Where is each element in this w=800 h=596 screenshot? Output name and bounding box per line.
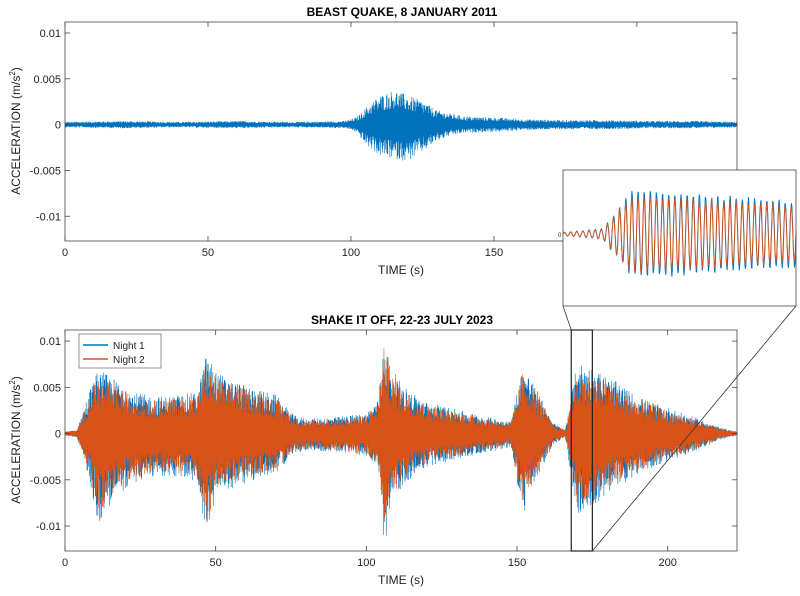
inset-zero-label: 0	[558, 233, 562, 239]
legend-label-night-1: Night 1	[113, 341, 145, 352]
bottom-chart-title: SHAKE IT OFF, 22-23 JULY 2023	[311, 313, 493, 327]
inset-night-2-line	[562, 197, 797, 274]
bottom-plot-frame	[64, 329, 738, 552]
top-y-tick-label: 0.005	[33, 74, 61, 86]
inset-signal-series	[562, 190, 797, 277]
bottom-signal-series	[64, 348, 738, 536]
bottom-x-tick-label: 0	[62, 557, 68, 569]
top-y-tick-label: 0.01	[40, 28, 61, 40]
inset-connector-top	[562, 305, 572, 331]
legend: Night 1 Night 2	[78, 333, 162, 369]
bottom-y-tick-label: -0.005	[30, 475, 61, 487]
top-x-tick-label: 0	[62, 247, 68, 259]
bottom-y-tick-label: 0.01	[40, 336, 61, 348]
bottom-y-label-main: ACCELERATION (m/s	[9, 385, 23, 504]
bottom-y-tick-label: 0.005	[33, 382, 61, 394]
inset-frame	[562, 169, 797, 307]
bottom-y-tick-label: -0.01	[36, 521, 61, 533]
top-y-label-main: ACCELERATION (m/s	[9, 76, 23, 195]
top-signal-series	[64, 92, 738, 161]
top-y-tick-label: -0.005	[30, 165, 61, 177]
top-x-tick-label: 50	[202, 247, 214, 259]
top-y-axis-label: ACCELERATION (m/s2)	[8, 67, 23, 195]
bottom-axis-ticks: 0 50 100 150 200 -0.01 -0.005 0 0.005 0.01	[30, 330, 737, 569]
inset-connector-bottom	[592, 305, 797, 552]
top-x-tick-label: 100	[342, 247, 360, 259]
top-y-tick-label: 0	[55, 120, 61, 132]
bottom-y-axis-label: ACCELERATION (m/s2)	[8, 376, 23, 504]
bottom-y-tick-label: 0	[55, 429, 61, 441]
bottom-x-tick-label: 100	[357, 557, 375, 569]
bottom-x-tick-label: 200	[659, 557, 677, 569]
bottom-y-label-tail: )	[9, 376, 23, 380]
bottom-x-axis-label: TIME (s)	[378, 573, 424, 587]
top-y-label-exp: 2	[8, 71, 17, 76]
inset-panel: 0	[558, 169, 797, 307]
bottom-y-label-exp: 2	[8, 380, 17, 385]
top-panel: BEAST QUAKE, 8 JANUARY 2011 0 50 100 150 2 0 0…	[8, 5, 738, 277]
top-y-tick-label: -0.01	[36, 211, 61, 223]
top-chart-title: BEAST QUAKE, 8 JANUARY 2011	[307, 5, 498, 19]
top-plot-frame	[64, 21, 738, 242]
top-x-tick-label: 150	[485, 247, 503, 259]
legend-label-night-2: Night 2	[113, 355, 145, 366]
bottom-x-tick-label: 150	[508, 557, 526, 569]
night-2-series-line	[64, 348, 738, 521]
zoom-window-rectangle	[570, 329, 593, 552]
top-y-label-tail: )	[9, 67, 23, 71]
top-x-axis-label: TIME (s)	[378, 263, 424, 277]
legend-box	[78, 333, 162, 369]
top-series-line	[64, 92, 738, 161]
bottom-x-tick-label: 50	[210, 557, 222, 569]
bottom-panel: SHAKE IT OFF, 22-23 JULY 2023 0 50 100 150 2…	[8, 313, 738, 587]
